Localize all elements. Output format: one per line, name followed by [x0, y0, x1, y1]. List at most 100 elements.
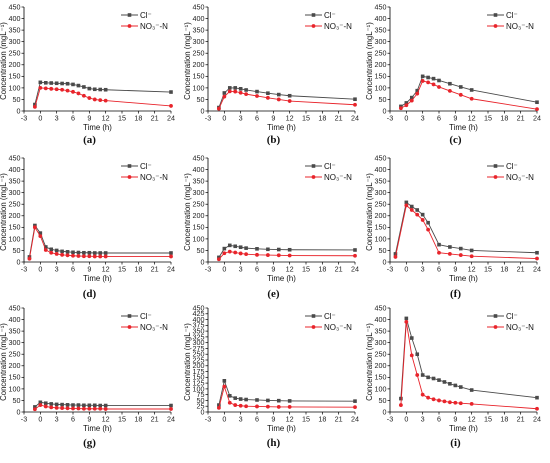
- y-tick-label: 150: [193, 373, 205, 382]
- data-point-cl: [76, 250, 81, 255]
- x-tick-label: 21: [151, 114, 159, 123]
- y-tick-label: 200: [193, 361, 205, 370]
- x-tick-label: 0: [222, 415, 226, 424]
- y-tick-label: 400: [375, 315, 387, 324]
- x-tick-label: 3: [421, 415, 425, 424]
- data-point-no3: [469, 254, 474, 259]
- y-tick-label: 300: [9, 37, 21, 46]
- data-point-cl: [38, 231, 43, 235]
- data-point-no3: [393, 255, 398, 259]
- y-tick-label: 200: [193, 211, 205, 220]
- x-tick-label: -3: [21, 265, 27, 274]
- x-tick-label: 24: [351, 265, 359, 274]
- data-point-no3: [27, 256, 32, 261]
- data-point-no3: [431, 397, 436, 402]
- data-point-no3: [227, 89, 232, 94]
- y-tick-label: 100: [193, 384, 205, 393]
- data-point-no3: [287, 253, 292, 258]
- x-tick-label: 18: [134, 114, 142, 123]
- data-point-cl: [431, 376, 436, 381]
- legend-marker: [127, 24, 132, 28]
- data-point-no3: [81, 254, 86, 259]
- data-point-cl: [266, 247, 270, 252]
- data-point-no3: [238, 403, 243, 408]
- x-tick-label: 0: [404, 265, 408, 274]
- x-tick-label: 15: [302, 415, 310, 424]
- data-point-no3: [398, 403, 403, 407]
- data-point-no3: [458, 401, 463, 406]
- data-point-no3: [43, 404, 48, 409]
- data-point-no3: [404, 203, 409, 208]
- y-tick-label: 200: [375, 361, 387, 370]
- data-point-cl: [453, 383, 458, 388]
- x-tick-label: 15: [302, 114, 310, 123]
- y-tick-label: 400: [193, 165, 205, 174]
- data-point-cl: [420, 212, 425, 217]
- y-tick-label: 300: [193, 37, 205, 46]
- data-point-cl: [222, 246, 227, 251]
- x-tick-label: 9: [271, 114, 275, 123]
- data-point-no3: [409, 208, 414, 212]
- y-tick-label: 450: [9, 303, 21, 312]
- x-tick-label: 3: [55, 415, 59, 424]
- y-tick-label: 0: [383, 407, 387, 416]
- x-tick-label: 0: [404, 114, 408, 123]
- data-point-cl: [103, 403, 108, 408]
- x-axis-title: Time (h): [449, 123, 478, 132]
- data-point-no3: [238, 251, 243, 256]
- x-tick-label: -3: [205, 265, 211, 274]
- y-tick-label: 350: [9, 26, 21, 35]
- legend-marker: [493, 325, 498, 329]
- y-tick-label: 200: [375, 60, 387, 69]
- y-tick-label: 250: [9, 200, 21, 209]
- data-point-cl: [227, 86, 232, 90]
- x-tick-label: 12: [468, 265, 476, 274]
- data-point-no3: [426, 80, 431, 85]
- y-tick-label: 400: [9, 14, 21, 23]
- y-tick-label: 100: [375, 83, 387, 92]
- panel-label: (a): [83, 134, 96, 146]
- data-point-no3: [60, 87, 65, 92]
- panel-label: (b): [267, 134, 281, 146]
- y-tick-label: 200: [9, 211, 21, 220]
- y-tick-label: 350: [193, 26, 205, 35]
- data-point-cl: [535, 395, 539, 400]
- y-axis-title: Concentration (mgL⁻¹): [0, 173, 8, 251]
- legend-marker: [493, 13, 498, 17]
- data-point-no3: [415, 212, 420, 217]
- y-tick-label: 50: [379, 95, 387, 104]
- y-tick-label: 50: [197, 246, 205, 255]
- y-tick-label: 400: [193, 315, 205, 324]
- data-point-cl: [426, 75, 430, 80]
- y-tick-label: 350: [193, 327, 205, 336]
- y-tick-label: 250: [375, 200, 387, 209]
- data-point-cl: [60, 402, 64, 407]
- data-point-no3: [60, 252, 65, 257]
- y-tick-label: 350: [375, 177, 387, 186]
- x-tick-label: -3: [387, 265, 393, 274]
- data-point-no3: [265, 253, 270, 257]
- x-tick-label: 6: [255, 415, 259, 424]
- data-point-cl: [71, 403, 75, 407]
- x-tick-label: 0: [38, 265, 42, 274]
- y-tick-label: 250: [375, 350, 387, 359]
- data-point-cl: [415, 208, 420, 212]
- data-point-cl: [233, 86, 238, 90]
- x-tick-label: 6: [437, 265, 441, 274]
- data-point-no3: [92, 254, 97, 259]
- data-point-no3: [437, 398, 441, 403]
- data-point-cl: [244, 88, 248, 92]
- x-tick-label: 15: [484, 114, 492, 123]
- data-point-cl: [266, 398, 270, 403]
- x-tick-label: 3: [55, 114, 59, 123]
- y-tick-label: 350: [193, 177, 205, 186]
- y-tick-label: 150: [9, 223, 21, 232]
- y-tick-label: 400: [375, 14, 387, 23]
- data-point-no3: [103, 98, 108, 103]
- y-tick-label: 250: [193, 49, 205, 58]
- x-tick-label: 24: [533, 415, 541, 424]
- data-point-no3: [98, 98, 103, 103]
